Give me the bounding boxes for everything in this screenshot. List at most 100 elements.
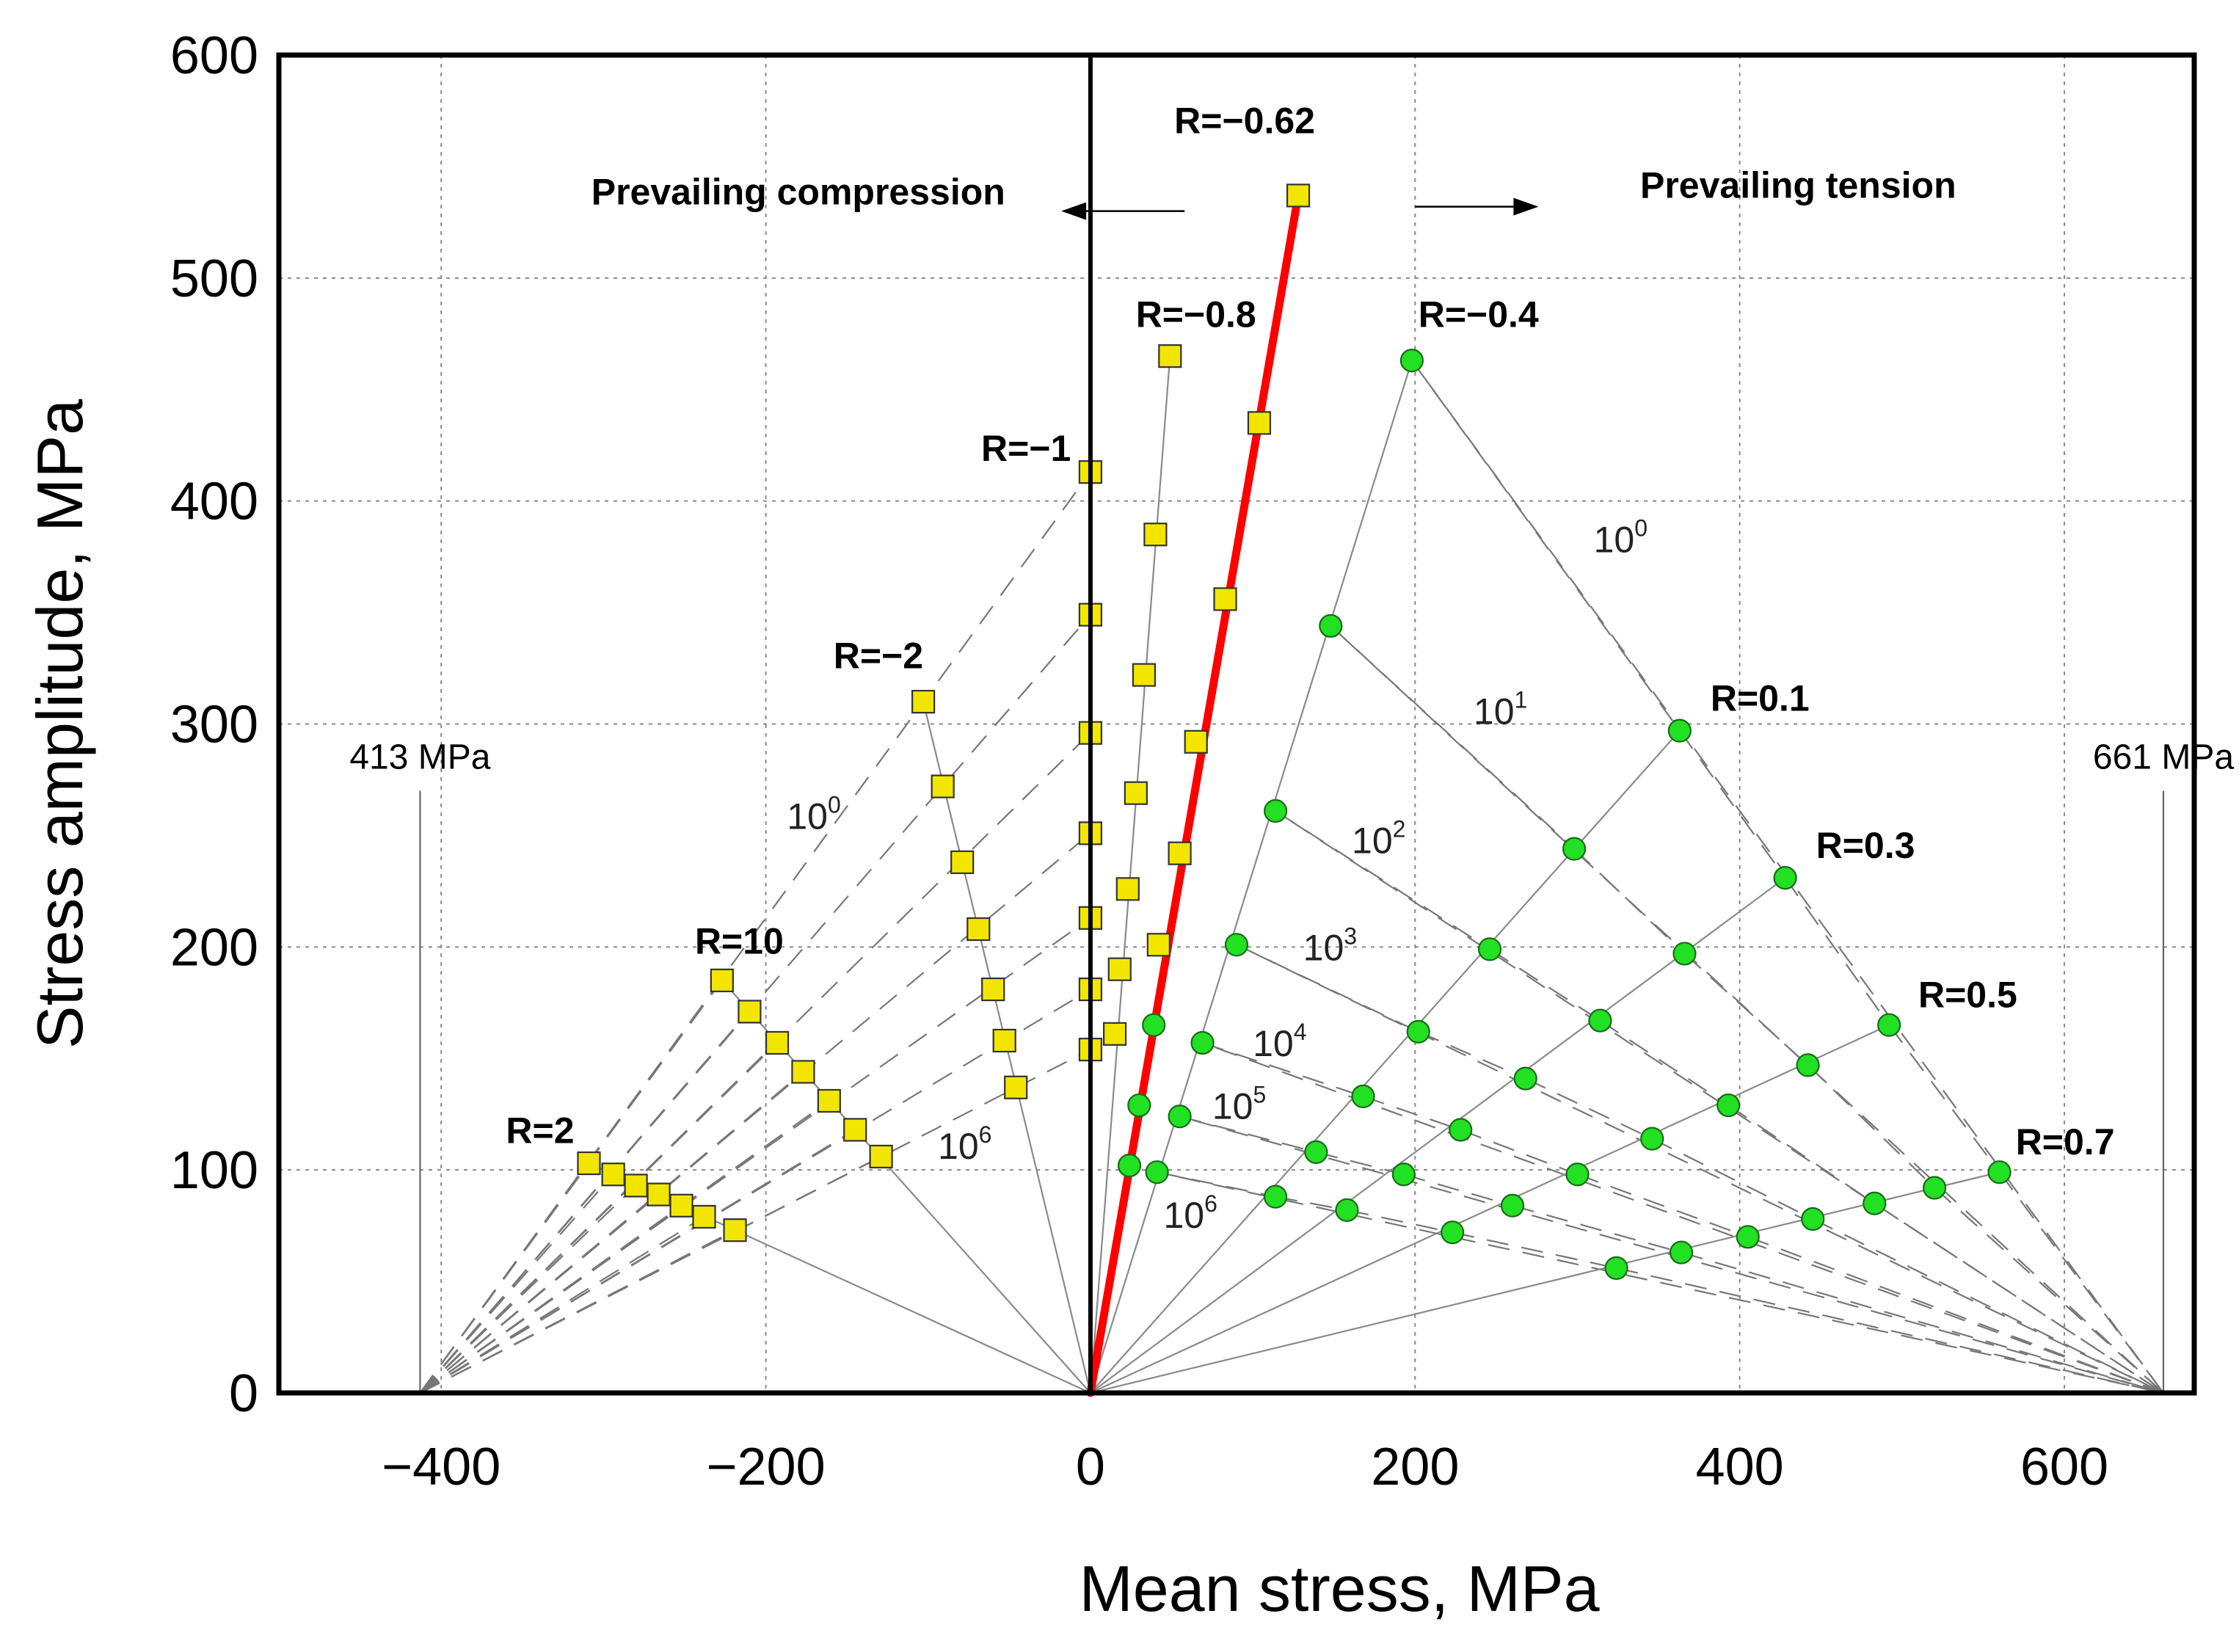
life-line: [1418, 1030, 1526, 1080]
data-point-square: [624, 1173, 648, 1198]
data-point-circle: [1667, 718, 1692, 743]
life-line: [1812, 1218, 2164, 1394]
series-label: R=−1: [981, 428, 1071, 469]
life-line: [1681, 1251, 2164, 1394]
life-line: [419, 1185, 637, 1394]
data-point-square: [1107, 957, 1132, 981]
data-point-square: [1286, 183, 1311, 208]
life-line: [419, 1011, 751, 1394]
limit-label: 661 MPa: [2093, 738, 2234, 776]
life-label: 103: [1303, 923, 1357, 969]
life-label: 100: [787, 791, 840, 837]
data-point-square: [577, 1151, 601, 1176]
y-tick-label: 100: [170, 1141, 258, 1200]
data-point-circle: [1588, 1008, 1612, 1033]
life-line: [1157, 1171, 1276, 1198]
data-point-circle: [1190, 1030, 1215, 1055]
data-point-square: [647, 1182, 671, 1207]
life-line: [1678, 729, 1786, 878]
life-line: [1998, 1171, 2164, 1394]
tension-label: Prevailing tension: [1640, 164, 1956, 205]
data-point-circle: [1801, 1207, 1825, 1231]
data-point-square: [869, 1144, 893, 1169]
life-line: [419, 1229, 736, 1394]
data-point-square: [1168, 841, 1192, 865]
data-point-circle: [1335, 1198, 1359, 1222]
life-line: [1784, 877, 1890, 1026]
data-point-circle: [1716, 1093, 1741, 1118]
life-label: 101: [1474, 687, 1527, 732]
data-point-square: [1158, 344, 1182, 368]
data-point-square: [1146, 933, 1171, 957]
data-point-circle: [1449, 1118, 1473, 1142]
life-line: [1403, 1173, 1513, 1207]
labels: −400 −200 0 200 400 600 0 100 200 300 400 500 600 Mea…: [23, 26, 2234, 1625]
life-label: 106: [1163, 1190, 1217, 1236]
data-point-circle: [1441, 1220, 1465, 1245]
data-point-square: [791, 1060, 815, 1084]
compression-label: Prevailing compression: [591, 172, 1005, 213]
life-line: [1275, 810, 1490, 950]
series-line: [1090, 1024, 1890, 1394]
life-line: [1512, 1204, 1682, 1253]
data-point-square: [1124, 781, 1148, 805]
life-line: [1202, 1041, 1364, 1097]
highlight-line: [1086, 191, 1303, 1397]
data-point-square: [992, 1028, 1016, 1053]
data-point-circle: [1304, 1140, 1328, 1164]
life-line: [1452, 1231, 1617, 1269]
data-point-circle: [1736, 1225, 1760, 1249]
compression-arrowhead: [1061, 202, 1087, 220]
data-point-square: [669, 1193, 693, 1218]
data-point-square: [1213, 587, 1237, 611]
life-line: [1525, 1077, 1653, 1140]
data-point-circle: [1773, 866, 1797, 890]
data-point-circle: [1168, 1105, 1192, 1129]
series-label: R=−0.62: [1174, 100, 1315, 141]
life-line: [1934, 1187, 2164, 1394]
data-point-square: [966, 917, 991, 942]
life-line: [1236, 944, 2164, 1394]
y-tick-label: 200: [170, 918, 258, 977]
life-line: [1728, 1105, 1875, 1204]
life-line: [419, 917, 1091, 1394]
y-tick-label: 400: [170, 473, 258, 531]
life-line: [1683, 953, 1809, 1066]
data-point-circle: [1391, 1162, 1416, 1187]
data-point-square: [817, 1088, 841, 1113]
series-line: [1089, 360, 1413, 1394]
data-point-circle: [1142, 1013, 1166, 1037]
data-point-circle: [1263, 798, 1288, 823]
life-line: [1179, 1116, 1317, 1153]
series-layer: [419, 191, 2165, 1397]
data-point-square: [601, 1162, 625, 1187]
series-label: R=0.7: [2016, 1121, 2115, 1162]
life-line: [419, 1204, 682, 1394]
life-line: [419, 1173, 614, 1394]
life-line: [1651, 1138, 1813, 1220]
y-axis-title: Stress amplitude, MPa: [23, 399, 96, 1049]
data-point-circle: [1923, 1176, 1947, 1200]
life-line: [1807, 1064, 1935, 1189]
series-label: R=−0.8: [1136, 294, 1256, 335]
limit-label: 413 MPa: [349, 738, 490, 776]
data-point-square: [692, 1204, 716, 1229]
series-label: R=0.1: [1711, 677, 1810, 718]
data-point-square: [1004, 1075, 1028, 1099]
data-point-circle: [1145, 1160, 1169, 1185]
data-point-circle: [1399, 349, 1424, 373]
data-point-square: [710, 968, 734, 993]
life-label: 104: [1253, 1019, 1306, 1064]
life-line: [1599, 1019, 1729, 1106]
series-line: [1090, 1171, 2000, 1394]
life-line: [1460, 1129, 1578, 1176]
x-tick-label: −200: [706, 1438, 825, 1496]
life-label: 102: [1352, 816, 1405, 862]
life-line: [1157, 1171, 2164, 1394]
data-point-circle: [1640, 1127, 1664, 1151]
life-label: 106: [938, 1121, 991, 1167]
series-label: R=−0.4: [1419, 294, 1539, 335]
life-line: [419, 1042, 778, 1394]
y-tick-label: 500: [170, 250, 258, 308]
